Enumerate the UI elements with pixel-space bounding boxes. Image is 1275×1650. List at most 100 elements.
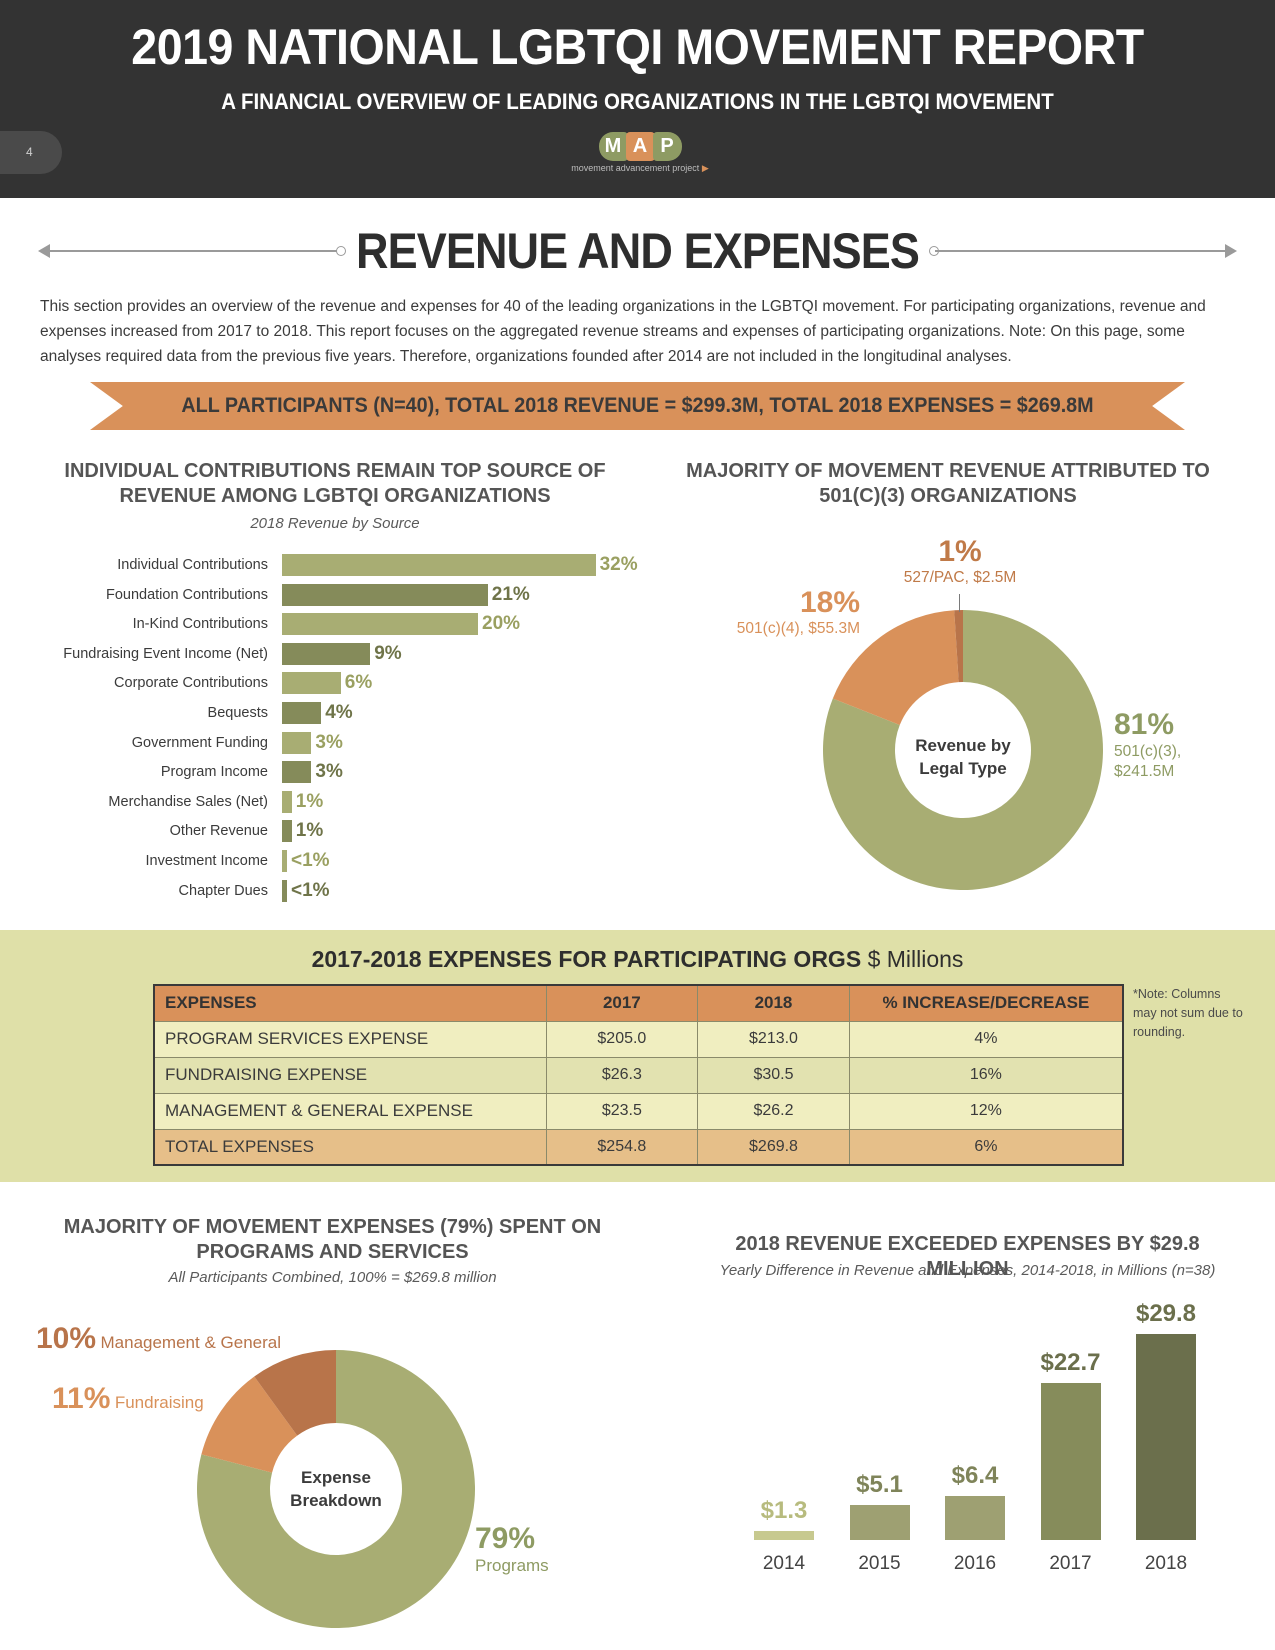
donut-slice bbox=[201, 1376, 298, 1473]
donut-slice bbox=[197, 1350, 475, 1628]
legal-detail-501c3-b: $241.5M bbox=[1114, 763, 1175, 780]
expense-breakdown-subtitle: All Participants Combined, 100% = $269.8… bbox=[168, 1269, 497, 1286]
revenue-source-subtitle: 2018 Revenue by Source bbox=[250, 515, 420, 532]
expenses-table-note: *Note: Columns may not sum due to roundi… bbox=[1133, 987, 1243, 1039]
x-tick-label: 2017 bbox=[1049, 1553, 1092, 1574]
table-row-total: TOTAL EXPENSES $254.8 $269.8 6% bbox=[153, 1128, 1124, 1166]
bar-row: Government Funding 3% bbox=[40, 730, 640, 756]
column-value-label: $1.3 bbox=[760, 1497, 808, 1525]
table-cell: $213.0 bbox=[697, 1020, 850, 1058]
bar-row: In-Kind Contributions 20% bbox=[40, 611, 640, 637]
table-row: FUNDRAISING EXPENSE $26.3 $30.5 16% bbox=[153, 1056, 1124, 1094]
bar-value-label: 32% bbox=[599, 554, 638, 575]
logo-letter-p: P bbox=[652, 132, 682, 161]
bar-value-label: 9% bbox=[374, 642, 402, 664]
bar-row: Program Income 3% bbox=[40, 759, 640, 785]
bar bbox=[282, 554, 596, 576]
bar-label: Corporate Contributions bbox=[114, 675, 268, 692]
column-bar bbox=[849, 1504, 910, 1540]
play-triangle-icon: ▶ bbox=[701, 163, 709, 173]
legal-type-donut bbox=[823, 610, 1103, 890]
table-cell: 4% bbox=[848, 1020, 1124, 1058]
expense-breakdown-title-line1: MAJORITY OF MOVEMENT EXPENSES (79%) SPEN… bbox=[63, 1216, 602, 1238]
bar-label: In-Kind Contributions bbox=[132, 616, 268, 633]
section-intro: This section provides an overview of the… bbox=[40, 298, 1206, 365]
table-cell: 12% bbox=[848, 1092, 1124, 1130]
expense-name-programs: Programs bbox=[475, 1556, 549, 1575]
bar bbox=[282, 583, 488, 606]
legal-type-center-label: Revenue by Legal Type bbox=[893, 734, 1033, 780]
bar-value-label: 1% bbox=[295, 790, 324, 812]
legal-label-501c4: 18% 501(c)(4), $55.3M bbox=[700, 586, 860, 638]
table-row: PROGRAM SERVICES EXPENSE $205.0 $213.0 4… bbox=[153, 1020, 1124, 1058]
yearly-diff-title: 2018 REVENUE EXCEEDED EXPENSES BY $29.8 … bbox=[735, 1233, 1200, 1280]
expense-name-management: Management & General bbox=[100, 1333, 282, 1352]
bar bbox=[282, 850, 287, 872]
expense-label-programs: 79% Programs bbox=[475, 1522, 549, 1576]
report-title: 2019 NATIONAL LGBTQI MOVEMENT REPORT bbox=[131, 19, 1144, 75]
logo-letter-a: A bbox=[625, 132, 655, 161]
donut-slice bbox=[832, 610, 959, 725]
bar-row: Bequests 4% bbox=[40, 700, 640, 726]
bar bbox=[282, 820, 292, 843]
bar-row: Fundraising Event Income (Net) 9% bbox=[40, 641, 640, 667]
arrow-right-icon bbox=[1225, 244, 1237, 258]
table-cell: PROGRAM SERVICES EXPENSE bbox=[153, 1020, 547, 1058]
bar-row: Merchandise Sales (Net) 1% bbox=[40, 789, 640, 815]
donut-slice bbox=[254, 1350, 336, 1436]
table-cell: 16% bbox=[848, 1056, 1124, 1094]
report-header: 2019 NATIONAL LGBTQI MOVEMENT REPORT A F… bbox=[0, 0, 1275, 198]
expense-label-fundraising: 11% Fundraising bbox=[52, 1382, 204, 1416]
legal-type-title-line2: 501(C)(3) ORGANIZATIONS bbox=[819, 485, 1077, 507]
expense-center-label: Expense Breakdown bbox=[266, 1466, 406, 1512]
logo-letter-m: M bbox=[598, 132, 628, 161]
legal-detail-501c4: 501(c)(4), $55.3M bbox=[736, 620, 860, 637]
revenue-source-title-line1: INDIVIDUAL CONTRIBUTIONS REMAIN TOP SOUR… bbox=[64, 460, 606, 482]
bar bbox=[282, 672, 341, 695]
bar-value-label: 1% bbox=[295, 820, 324, 842]
bar-value-label: 4% bbox=[325, 702, 353, 723]
legal-pct-527: 1% bbox=[938, 535, 982, 568]
bar-value-label: 3% bbox=[315, 761, 343, 783]
bar-value-label: 20% bbox=[482, 613, 521, 635]
expense-center-line1: Expense bbox=[301, 1468, 371, 1487]
table-header-cell: EXPENSES bbox=[153, 984, 547, 1022]
table-header-cell: % INCREASE/DECREASE bbox=[848, 984, 1124, 1022]
table-header-cell: 2017 bbox=[545, 984, 699, 1022]
bar bbox=[282, 731, 312, 754]
bar-label: Fundraising Event Income (Net) bbox=[63, 645, 268, 662]
summary-banner: ALL PARTICIPANTS (N=40), TOTAL 2018 REVE… bbox=[90, 382, 1185, 430]
bar bbox=[282, 702, 322, 724]
revenue-source-title-line2: REVENUE AMONG LGBTQI ORGANIZATIONS bbox=[119, 485, 551, 507]
expense-label-management: 10% Management & General bbox=[36, 1322, 281, 1356]
column-bar bbox=[1136, 1334, 1196, 1540]
bar-value-label: 3% bbox=[315, 731, 343, 753]
section-title: REVENUE AND EXPENSES bbox=[355, 223, 920, 279]
column-bar bbox=[1040, 1383, 1101, 1540]
x-tick-label: 2016 bbox=[953, 1553, 997, 1574]
x-tick-label: 2015 bbox=[858, 1553, 901, 1574]
revenue-source-title: INDIVIDUAL CONTRIBUTIONS REMAIN TOP SOUR… bbox=[40, 459, 630, 509]
table-cell: $26.2 bbox=[697, 1092, 850, 1130]
table-cell: $30.5 bbox=[697, 1056, 850, 1094]
bar bbox=[282, 879, 287, 902]
yearly-diff-subtitle: Yearly Difference in Revenue and Expense… bbox=[719, 1262, 1216, 1279]
bar-label: Government Funding bbox=[131, 734, 268, 751]
summary-banner-text: ALL PARTICIPANTS (N=40), TOTAL 2018 REVE… bbox=[181, 394, 1094, 417]
legal-type-title-line1: MAJORITY OF MOVEMENT REVENUE ATTRIBUTED … bbox=[686, 460, 1210, 482]
expense-breakdown-title-line2: PROGRAMS AND SERVICES bbox=[196, 1241, 469, 1263]
section-title-row: REVENUE AND EXPENSES bbox=[38, 222, 1237, 282]
column-value-label: $6.4 bbox=[951, 1461, 999, 1489]
bar-value-label: 21% bbox=[491, 583, 530, 605]
bar-label: Foundation Contributions bbox=[105, 586, 268, 603]
donut-slice bbox=[823, 610, 1103, 890]
expense-pct-programs: 79% bbox=[475, 1522, 536, 1555]
expense-name-fundraising: Fundraising bbox=[114, 1393, 204, 1412]
expense-pct-management: 10% bbox=[36, 1322, 97, 1355]
bar-value-label: 6% bbox=[344, 672, 373, 694]
table-cell: $23.5 bbox=[545, 1092, 699, 1130]
page-number: 4 bbox=[0, 131, 62, 174]
expenses-table: EXPENSES 2017 2018 % INCREASE/DECREASE P… bbox=[153, 984, 1124, 1166]
table-cell: $205.0 bbox=[545, 1020, 699, 1058]
column-bar bbox=[754, 1531, 814, 1540]
